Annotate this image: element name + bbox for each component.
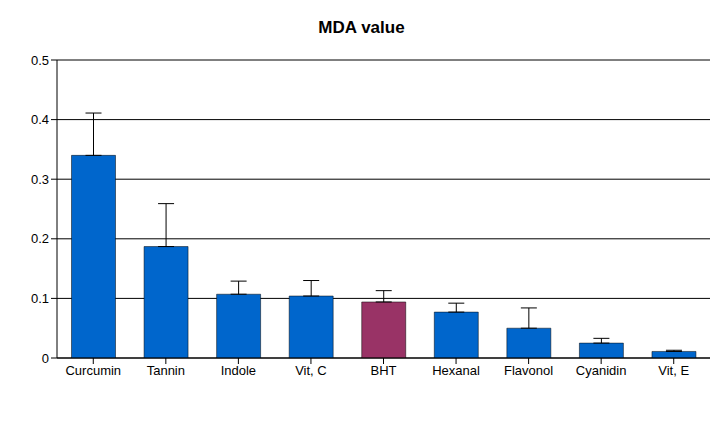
svg-text:0.2: 0.2	[31, 231, 49, 246]
svg-text:0.3: 0.3	[31, 172, 49, 187]
svg-text:0.4: 0.4	[31, 112, 49, 127]
svg-text:BHT: BHT	[371, 363, 397, 378]
svg-text:0: 0	[42, 351, 49, 366]
svg-text:0.1: 0.1	[31, 291, 49, 306]
svg-text:Curcumin: Curcumin	[65, 363, 121, 378]
svg-text:Indole: Indole	[221, 363, 256, 378]
svg-text:0.5: 0.5	[31, 53, 49, 68]
svg-text:Vit, C: Vit, C	[295, 363, 327, 378]
svg-text:Flavonol: Flavonol	[504, 363, 553, 378]
html-text:MDA value: MDA value	[318, 18, 405, 37]
svg-text:Tannin: Tannin	[147, 363, 185, 378]
svg-text:Cyanidin: Cyanidin	[576, 363, 627, 378]
svg-text:Hexanal: Hexanal	[432, 363, 480, 378]
svg-text:Vit, E: Vit, E	[658, 363, 689, 378]
